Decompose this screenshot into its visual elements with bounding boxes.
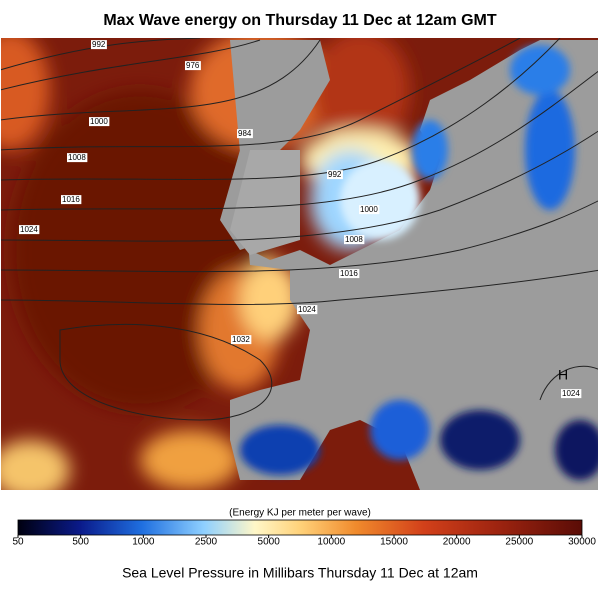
isobar-label: 1008	[345, 235, 363, 244]
footer: Sea Level Pressure in Millibars Thursday…	[122, 565, 478, 581]
colorbar-tick-label: 20000	[443, 537, 471, 548]
isobar-label-box	[185, 61, 201, 71]
isobar-label: 992	[92, 40, 106, 49]
isobar-label: 1000	[360, 205, 378, 214]
isobar-label-box	[89, 117, 110, 127]
isobar-label: 1016	[62, 195, 80, 204]
colorbar-tick-label: 1000	[132, 537, 155, 548]
isobar-label-box	[67, 153, 88, 163]
land	[220, 40, 598, 490]
isobar-label: 976	[186, 61, 200, 70]
isobars	[1, 38, 598, 421]
isobar-label-box	[359, 205, 380, 215]
britain	[230, 150, 300, 255]
colorbar-tick-label: 500	[72, 537, 89, 548]
colorbar-tick-label: 25000	[505, 537, 533, 548]
title: Max Wave energy on Thursday 11 Dec at 12…	[103, 12, 497, 29]
colorbar-tick-label: 10000	[317, 537, 345, 548]
colorbar-label: (Energy KJ per meter per wave)	[229, 508, 371, 519]
isobar-label: 1024	[298, 305, 316, 314]
isobar-label-box	[91, 40, 107, 50]
isobar-label: 992	[328, 170, 342, 179]
isobar-label-box	[237, 129, 253, 139]
colorbar-ticks: 50 500 1000 2500 5000 10000 15000 20000 25000 300…	[12, 535, 596, 548]
inland-seas	[240, 45, 598, 480]
isobar-label: 1000	[90, 117, 108, 126]
isobar-label-box	[327, 170, 343, 180]
isobar-label: 1032	[232, 335, 250, 344]
colorbar-tick-label: 5000	[258, 537, 281, 548]
isobar-label-box	[231, 335, 252, 345]
colorbar-tick-label: 15000	[380, 537, 408, 548]
isobar-label-box	[61, 195, 82, 205]
colorbar-tick-label: 2500	[195, 537, 218, 548]
isobar-label-box	[561, 389, 582, 399]
isobar-label-box	[297, 305, 318, 315]
isobar-label: 1024	[562, 389, 580, 398]
colorbar-tick-label: 50	[12, 537, 24, 548]
map: 992 976 1000 984 1008 992 1016 1000 1024…	[1, 38, 598, 490]
isobar-label: 1024	[20, 225, 38, 234]
colorbar-tick-label: 30000	[568, 537, 596, 548]
isobar-label-box	[344, 235, 365, 245]
isobar-labels: 992 976 1000 984 1008 992 1016 1000 1024…	[19, 40, 582, 399]
isobar-label: 1016	[340, 269, 358, 278]
high-marker: H	[558, 367, 568, 383]
isobar-label: 1008	[68, 153, 86, 162]
colorbar	[17, 519, 583, 536]
isobar-label-box	[339, 269, 360, 279]
isobar-label: 984	[238, 129, 252, 138]
isobar-label-box	[19, 225, 40, 235]
